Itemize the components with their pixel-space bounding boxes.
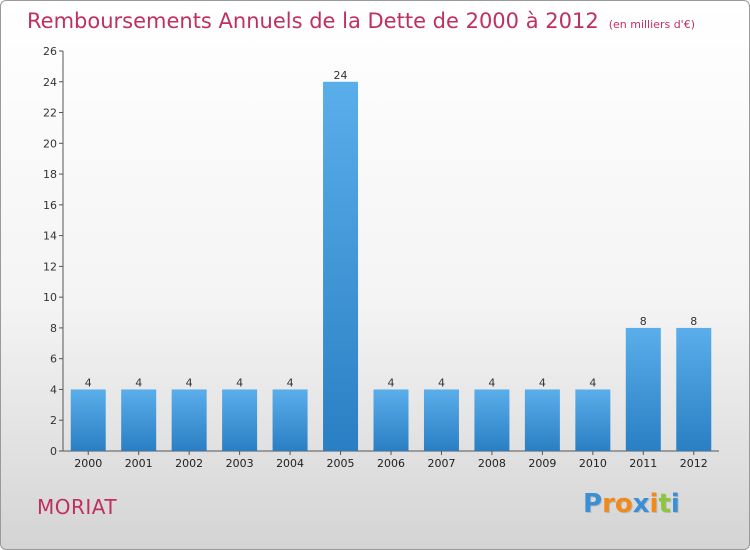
value-label-2011: 8 xyxy=(640,315,647,328)
x-tick-label-2003: 2003 xyxy=(226,457,254,470)
x-tick-label-2011: 2011 xyxy=(629,457,657,470)
bar-2010 xyxy=(575,389,611,451)
x-tick-label-2000: 2000 xyxy=(74,457,102,470)
bar-2004 xyxy=(272,389,308,451)
title-text: Remboursements Annuels de la Dette de 20… xyxy=(27,9,599,33)
logo-letter: x xyxy=(632,489,650,519)
unit-label: (en milliers d'€) xyxy=(608,18,695,31)
chart-title: Remboursements Annuels de la Dette de 20… xyxy=(27,9,695,33)
bar-2008 xyxy=(474,389,510,451)
logo-letter: P xyxy=(583,489,603,519)
bar-2007 xyxy=(423,389,459,451)
y-tick-label: 20 xyxy=(43,137,57,150)
y-tick-label: 2 xyxy=(50,414,57,427)
bar-2001 xyxy=(121,389,157,451)
y-tick-label: 10 xyxy=(43,291,57,304)
y-tick-label: 26 xyxy=(43,45,57,58)
bar-2009 xyxy=(524,389,560,451)
bar-2002 xyxy=(171,389,207,451)
x-tick-label-2012: 2012 xyxy=(680,457,708,470)
y-tick-label: 18 xyxy=(43,168,57,181)
value-label-2003: 4 xyxy=(236,376,243,389)
y-tick-label: 24 xyxy=(43,76,57,89)
logo-letter: r xyxy=(602,489,615,519)
x-tick-label-2006: 2006 xyxy=(377,457,405,470)
logo-letter: i xyxy=(649,489,659,519)
x-tick-label-2002: 2002 xyxy=(175,457,203,470)
y-tick-label: 14 xyxy=(43,230,57,243)
logo-letter: i xyxy=(670,489,680,519)
value-label-2004: 4 xyxy=(287,376,294,389)
x-tick-label-2004: 2004 xyxy=(276,457,304,470)
bar-2012 xyxy=(676,327,712,451)
bar-2006 xyxy=(373,389,409,451)
value-label-2005: 24 xyxy=(334,69,348,82)
bar-2000 xyxy=(70,389,106,451)
bar-2011 xyxy=(625,327,661,451)
y-tick-label: 4 xyxy=(50,383,57,396)
x-tick-label-2010: 2010 xyxy=(579,457,607,470)
value-label-2002: 4 xyxy=(186,376,193,389)
proxiti-logo: Proxiti xyxy=(583,489,680,519)
logo-letter: t xyxy=(658,489,671,519)
y-tick-label: 22 xyxy=(43,107,57,120)
x-tick-label-2009: 2009 xyxy=(528,457,556,470)
x-tick-label-2007: 2007 xyxy=(427,457,455,470)
commune-name: MORIAT xyxy=(37,495,118,519)
bar-2003 xyxy=(222,389,258,451)
y-tick-label: 16 xyxy=(43,199,57,212)
y-tick-label: 6 xyxy=(50,353,57,366)
y-tick-label: 0 xyxy=(50,445,57,458)
bars xyxy=(70,81,712,452)
logo-letter: o xyxy=(614,489,633,519)
value-label-2009: 4 xyxy=(539,376,546,389)
x-tick-label-2005: 2005 xyxy=(327,457,355,470)
x-tick-label-2001: 2001 xyxy=(125,457,153,470)
value-label-2000: 4 xyxy=(85,376,92,389)
value-label-2007: 4 xyxy=(438,376,445,389)
bar-2005 xyxy=(323,81,359,452)
value-label-2006: 4 xyxy=(388,376,395,389)
value-label-2012: 8 xyxy=(690,315,697,328)
y-tick-label: 8 xyxy=(50,322,57,335)
y-tick-label: 12 xyxy=(43,260,57,273)
value-label-2008: 4 xyxy=(488,376,495,389)
value-label-2010: 4 xyxy=(589,376,596,389)
x-tick-label-2008: 2008 xyxy=(478,457,506,470)
value-label-2001: 4 xyxy=(135,376,142,389)
